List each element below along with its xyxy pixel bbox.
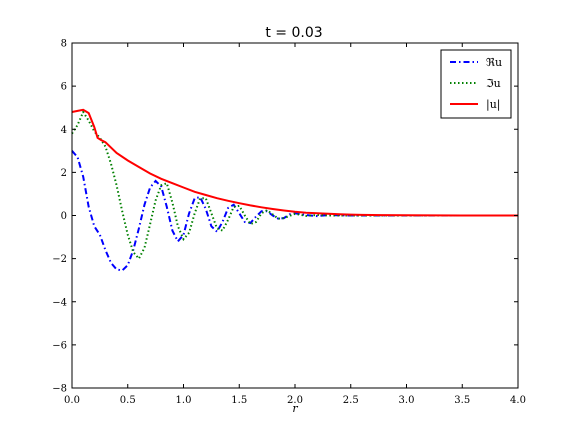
y-tick-label: −4 — [52, 297, 67, 308]
y-tick-label: 4 — [61, 125, 67, 136]
x-tick-label: 3.5 — [454, 395, 470, 406]
y-tick-label: −2 — [52, 254, 67, 265]
legend-label-real: ℜu — [486, 56, 502, 69]
x-tick-label: 2.0 — [287, 395, 303, 406]
y-tick-label: 6 — [61, 82, 67, 93]
x-tick-label: 2.5 — [343, 395, 359, 406]
y-tick-label: −8 — [52, 384, 67, 395]
x-tick-label: 0.0 — [64, 395, 80, 406]
x-tick-label: 0.5 — [120, 395, 136, 406]
x-tick-label: 1.0 — [176, 395, 192, 406]
y-tick-label: 2 — [61, 168, 67, 179]
y-tick-label: −6 — [52, 340, 67, 351]
ticks-layer: 0.0 0.5 1.0 1.5 2.0 2.5 3.0 3.5 4.0 −8 −6 −4 −2 0 2 4 6 8 — [52, 39, 526, 407]
x-tick-label: 3.0 — [399, 395, 415, 406]
legend: ℜu ℑu |u| — [440, 49, 512, 119]
x-tick-label: 1.5 — [231, 395, 247, 406]
imaginary-part-line — [71, 109, 518, 261]
y-tick-label: 8 — [61, 39, 67, 50]
x-axis-label: r — [292, 402, 298, 415]
legend-label-abs: |u| — [486, 98, 501, 112]
chart-title: t = 0.03 — [265, 25, 322, 41]
legend-label-imag: ℑu — [486, 77, 501, 90]
y-tick-label: 0 — [61, 211, 67, 222]
series-layer — [71, 108, 518, 272]
x-tick-label: 4.0 — [510, 395, 526, 406]
magnitude-line — [71, 108, 518, 217]
